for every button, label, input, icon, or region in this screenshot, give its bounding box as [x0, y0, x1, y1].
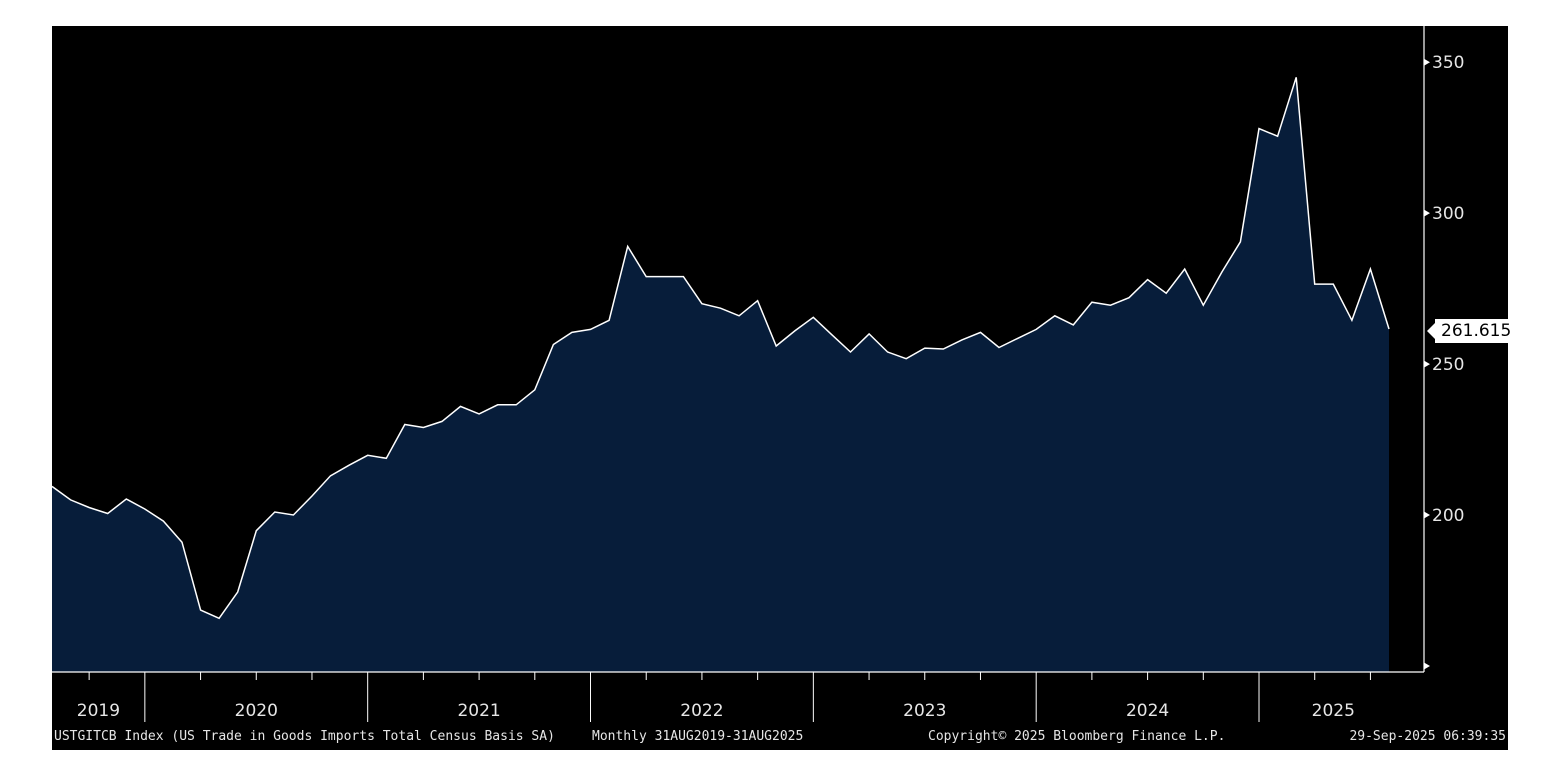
y-tick-label: 350 [1432, 53, 1464, 73]
footer-range: Monthly 31AUG2019-31AUG2025 [592, 729, 804, 744]
x-year-label: 2023 [903, 701, 946, 721]
x-year-label: 2021 [457, 701, 500, 721]
x-year-label: 2024 [1126, 701, 1169, 721]
last-value-badge: 261.615 [1426, 319, 1516, 343]
x-year-label: 2019 [77, 701, 120, 721]
footer-copyright: Copyright© 2025 Bloomberg Finance L.P. [928, 729, 1226, 744]
y-tick-label: 300 [1432, 204, 1464, 224]
chart-panel: 350 300 250 200 2019 2020 2021 2022 2023 2024 202… [52, 26, 1516, 750]
footer-description: USTGITCB Index (US Trade in Goods Import… [54, 729, 555, 744]
y-tick-label: 250 [1432, 355, 1464, 375]
y-tick-mark [1424, 662, 1430, 670]
x-year-label: 2025 [1312, 701, 1355, 721]
chart-canvas: 350 300 250 200 2019 2020 2021 2022 2023 2024 202… [52, 26, 1464, 722]
footer-timestamp: 29-Sep-2025 06:39:35 [1349, 729, 1506, 744]
series-line [52, 77, 1390, 620]
y-ticks: 350 300 250 200 [1424, 53, 1464, 670]
x-year-label: 2022 [680, 701, 723, 721]
x-year-label: 2020 [235, 701, 278, 721]
y-tick-mark [1424, 209, 1430, 217]
y-tick-mark [1424, 58, 1430, 66]
series-area [52, 77, 1389, 673]
y-tick-mark [1424, 360, 1430, 368]
y-tick-mark [1424, 511, 1430, 519]
x-ticks: 2019 2020 2021 2022 2023 2024 2025 [77, 672, 1371, 722]
y-tick-label: 200 [1432, 506, 1464, 526]
